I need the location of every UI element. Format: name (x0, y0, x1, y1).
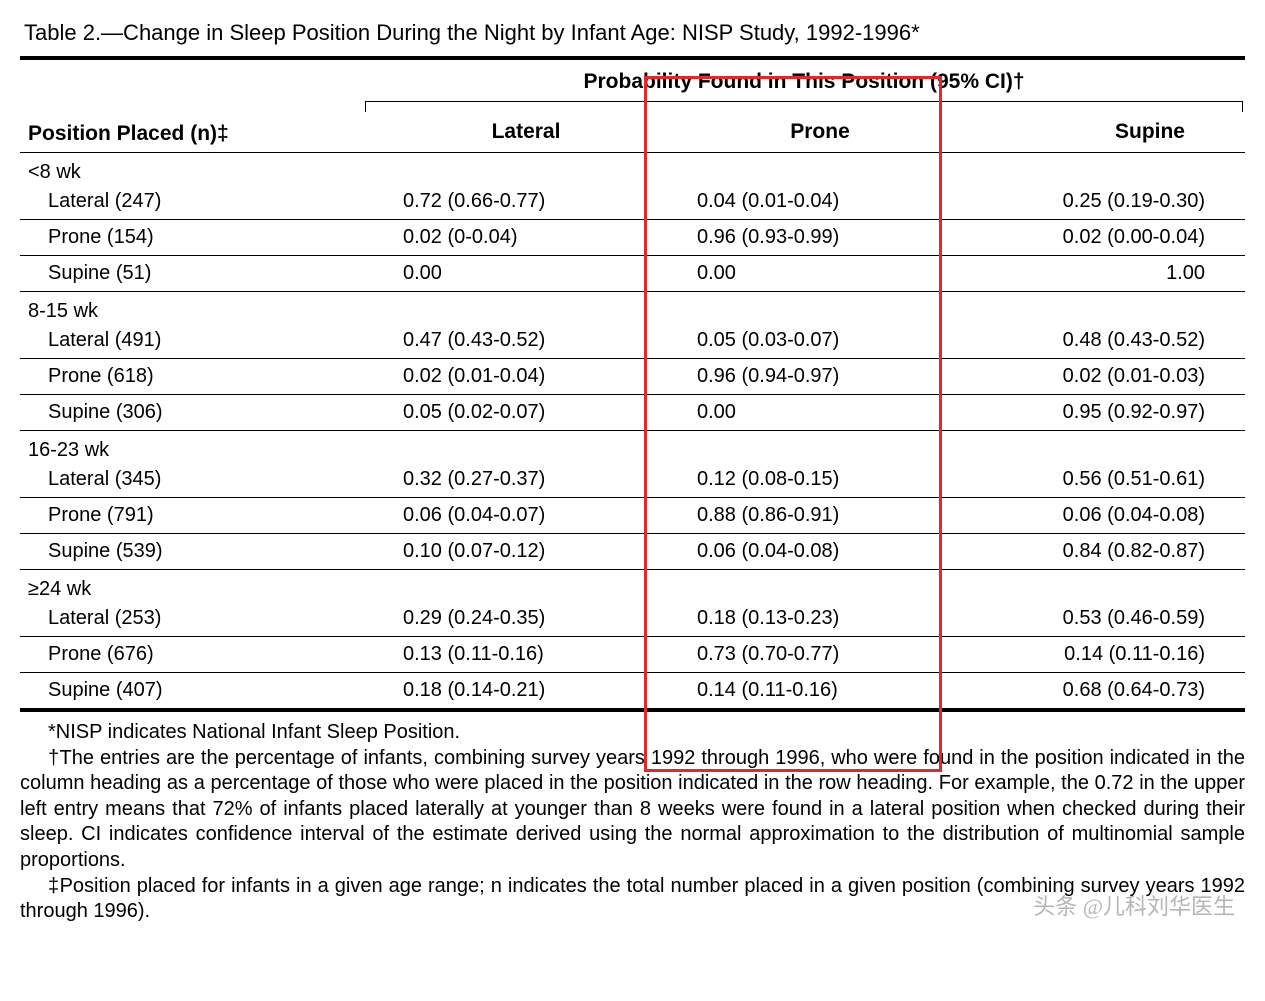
prone-cell: 0.73 (0.70-0.77) (657, 637, 951, 673)
prone-cell: 0.00 (657, 395, 951, 431)
position-cell: Lateral (247) (20, 184, 363, 220)
supine-cell: 0.06 (0.04-0.08) (951, 498, 1245, 534)
prone-cell: 0.18 (0.13-0.23) (657, 601, 951, 637)
spanner-header: Probability Found in This Position (95% … (363, 60, 1245, 100)
footnote-c: ‡Position placed for infants in a given … (20, 874, 1245, 925)
supine-cell: 0.95 (0.92-0.97) (951, 395, 1245, 431)
footnotes: *NISP indicates National Infant Sleep Po… (20, 720, 1245, 925)
supine-cell: 0.56 (0.51-0.61) (951, 462, 1245, 498)
lateral-cell: 0.10 (0.07-0.12) (363, 534, 657, 570)
data-table: Probability Found in This Position (95% … (20, 60, 1245, 708)
lateral-cell: 0.00 (363, 256, 657, 292)
table-body: <8 wkLateral (247)0.72 (0.66-0.77)0.04 (… (20, 152, 1245, 708)
bottom-thick-rule (20, 708, 1245, 712)
prone-cell: 0.88 (0.86-0.91) (657, 498, 951, 534)
table-row: Prone (618)0.02 (0.01-0.04)0.96 (0.94-0.… (20, 359, 1245, 395)
lateral-cell: 0.47 (0.43-0.52) (363, 323, 657, 359)
group-label: 16-23 wk (20, 431, 363, 462)
table-row: Lateral (491)0.47 (0.43-0.52)0.05 (0.03-… (20, 323, 1245, 359)
lateral-cell: 0.06 (0.04-0.07) (363, 498, 657, 534)
position-cell: Prone (618) (20, 359, 363, 395)
supine-cell: 0.02 (0.00-0.04) (951, 220, 1245, 256)
lateral-cell: 0.02 (0.01-0.04) (363, 359, 657, 395)
footnote-b: †The entries are the percentage of infan… (20, 746, 1245, 874)
lateral-cell: 0.29 (0.24-0.35) (363, 601, 657, 637)
supine-cell: 0.68 (0.64-0.73) (951, 673, 1245, 709)
table-row: Prone (676)0.13 (0.11-0.16)0.73 (0.70-0.… (20, 637, 1245, 673)
prone-cell: 0.14 (0.11-0.16) (657, 673, 951, 709)
table-row: Supine (407)0.18 (0.14-0.21)0.14 (0.11-0… (20, 673, 1245, 709)
prone-cell: 0.00 (657, 256, 951, 292)
position-cell: Lateral (491) (20, 323, 363, 359)
table-row: Supine (51)0.000.001.00 (20, 256, 1245, 292)
prone-cell: 0.12 (0.08-0.15) (657, 462, 951, 498)
col-lateral: Lateral (363, 112, 657, 152)
lateral-cell: 0.32 (0.27-0.37) (363, 462, 657, 498)
position-cell: Lateral (253) (20, 601, 363, 637)
table-container: Table 2.—Change in Sleep Position During… (20, 20, 1245, 925)
prone-cell: 0.06 (0.04-0.08) (657, 534, 951, 570)
table-row: Prone (791)0.06 (0.04-0.07)0.88 (0.86-0.… (20, 498, 1245, 534)
supine-cell: 0.53 (0.46-0.59) (951, 601, 1245, 637)
lateral-cell: 0.72 (0.66-0.77) (363, 184, 657, 220)
group-label: <8 wk (20, 153, 363, 184)
position-cell: Prone (154) (20, 220, 363, 256)
supine-cell: 0.14 (0.11-0.16) (951, 637, 1245, 673)
prone-cell: 0.96 (0.93-0.99) (657, 220, 951, 256)
lateral-cell: 0.18 (0.14-0.21) (363, 673, 657, 709)
prone-cell: 0.05 (0.03-0.07) (657, 323, 951, 359)
lateral-cell: 0.05 (0.02-0.07) (363, 395, 657, 431)
supine-cell: 1.00 (951, 256, 1245, 292)
prone-cell: 0.96 (0.94-0.97) (657, 359, 951, 395)
position-cell: Lateral (345) (20, 462, 363, 498)
table-row: Lateral (345)0.32 (0.27-0.37)0.12 (0.08-… (20, 462, 1245, 498)
row-header-label: Position Placed (n)‡ (20, 112, 363, 152)
table-row: Lateral (253)0.29 (0.24-0.35)0.18 (0.13-… (20, 601, 1245, 637)
prone-cell: 0.04 (0.01-0.04) (657, 184, 951, 220)
position-cell: Prone (676) (20, 637, 363, 673)
position-cell: Supine (51) (20, 256, 363, 292)
supine-cell: 0.84 (0.82-0.87) (951, 534, 1245, 570)
position-cell: Supine (539) (20, 534, 363, 570)
supine-cell: 0.02 (0.01-0.03) (951, 359, 1245, 395)
table-title: Table 2.—Change in Sleep Position During… (20, 20, 1245, 46)
supine-cell: 0.25 (0.19-0.30) (951, 184, 1245, 220)
group-label: 8-15 wk (20, 292, 363, 323)
position-cell: Prone (791) (20, 498, 363, 534)
group-label: ≥24 wk (20, 570, 363, 601)
col-supine: Supine (951, 112, 1245, 152)
footnote-a: *NISP indicates National Infant Sleep Po… (20, 720, 1245, 746)
col-prone: Prone (657, 112, 951, 152)
lateral-cell: 0.13 (0.11-0.16) (363, 637, 657, 673)
position-cell: Supine (407) (20, 673, 363, 709)
position-cell: Supine (306) (20, 395, 363, 431)
supine-cell: 0.48 (0.43-0.52) (951, 323, 1245, 359)
lateral-cell: 0.02 (0-0.04) (363, 220, 657, 256)
table-row: Prone (154)0.02 (0-0.04)0.96 (0.93-0.99)… (20, 220, 1245, 256)
table-row: Supine (539)0.10 (0.07-0.12)0.06 (0.04-0… (20, 534, 1245, 570)
table-row: Supine (306)0.05 (0.02-0.07)0.000.95 (0.… (20, 395, 1245, 431)
table-row: Lateral (247)0.72 (0.66-0.77)0.04 (0.01-… (20, 184, 1245, 220)
